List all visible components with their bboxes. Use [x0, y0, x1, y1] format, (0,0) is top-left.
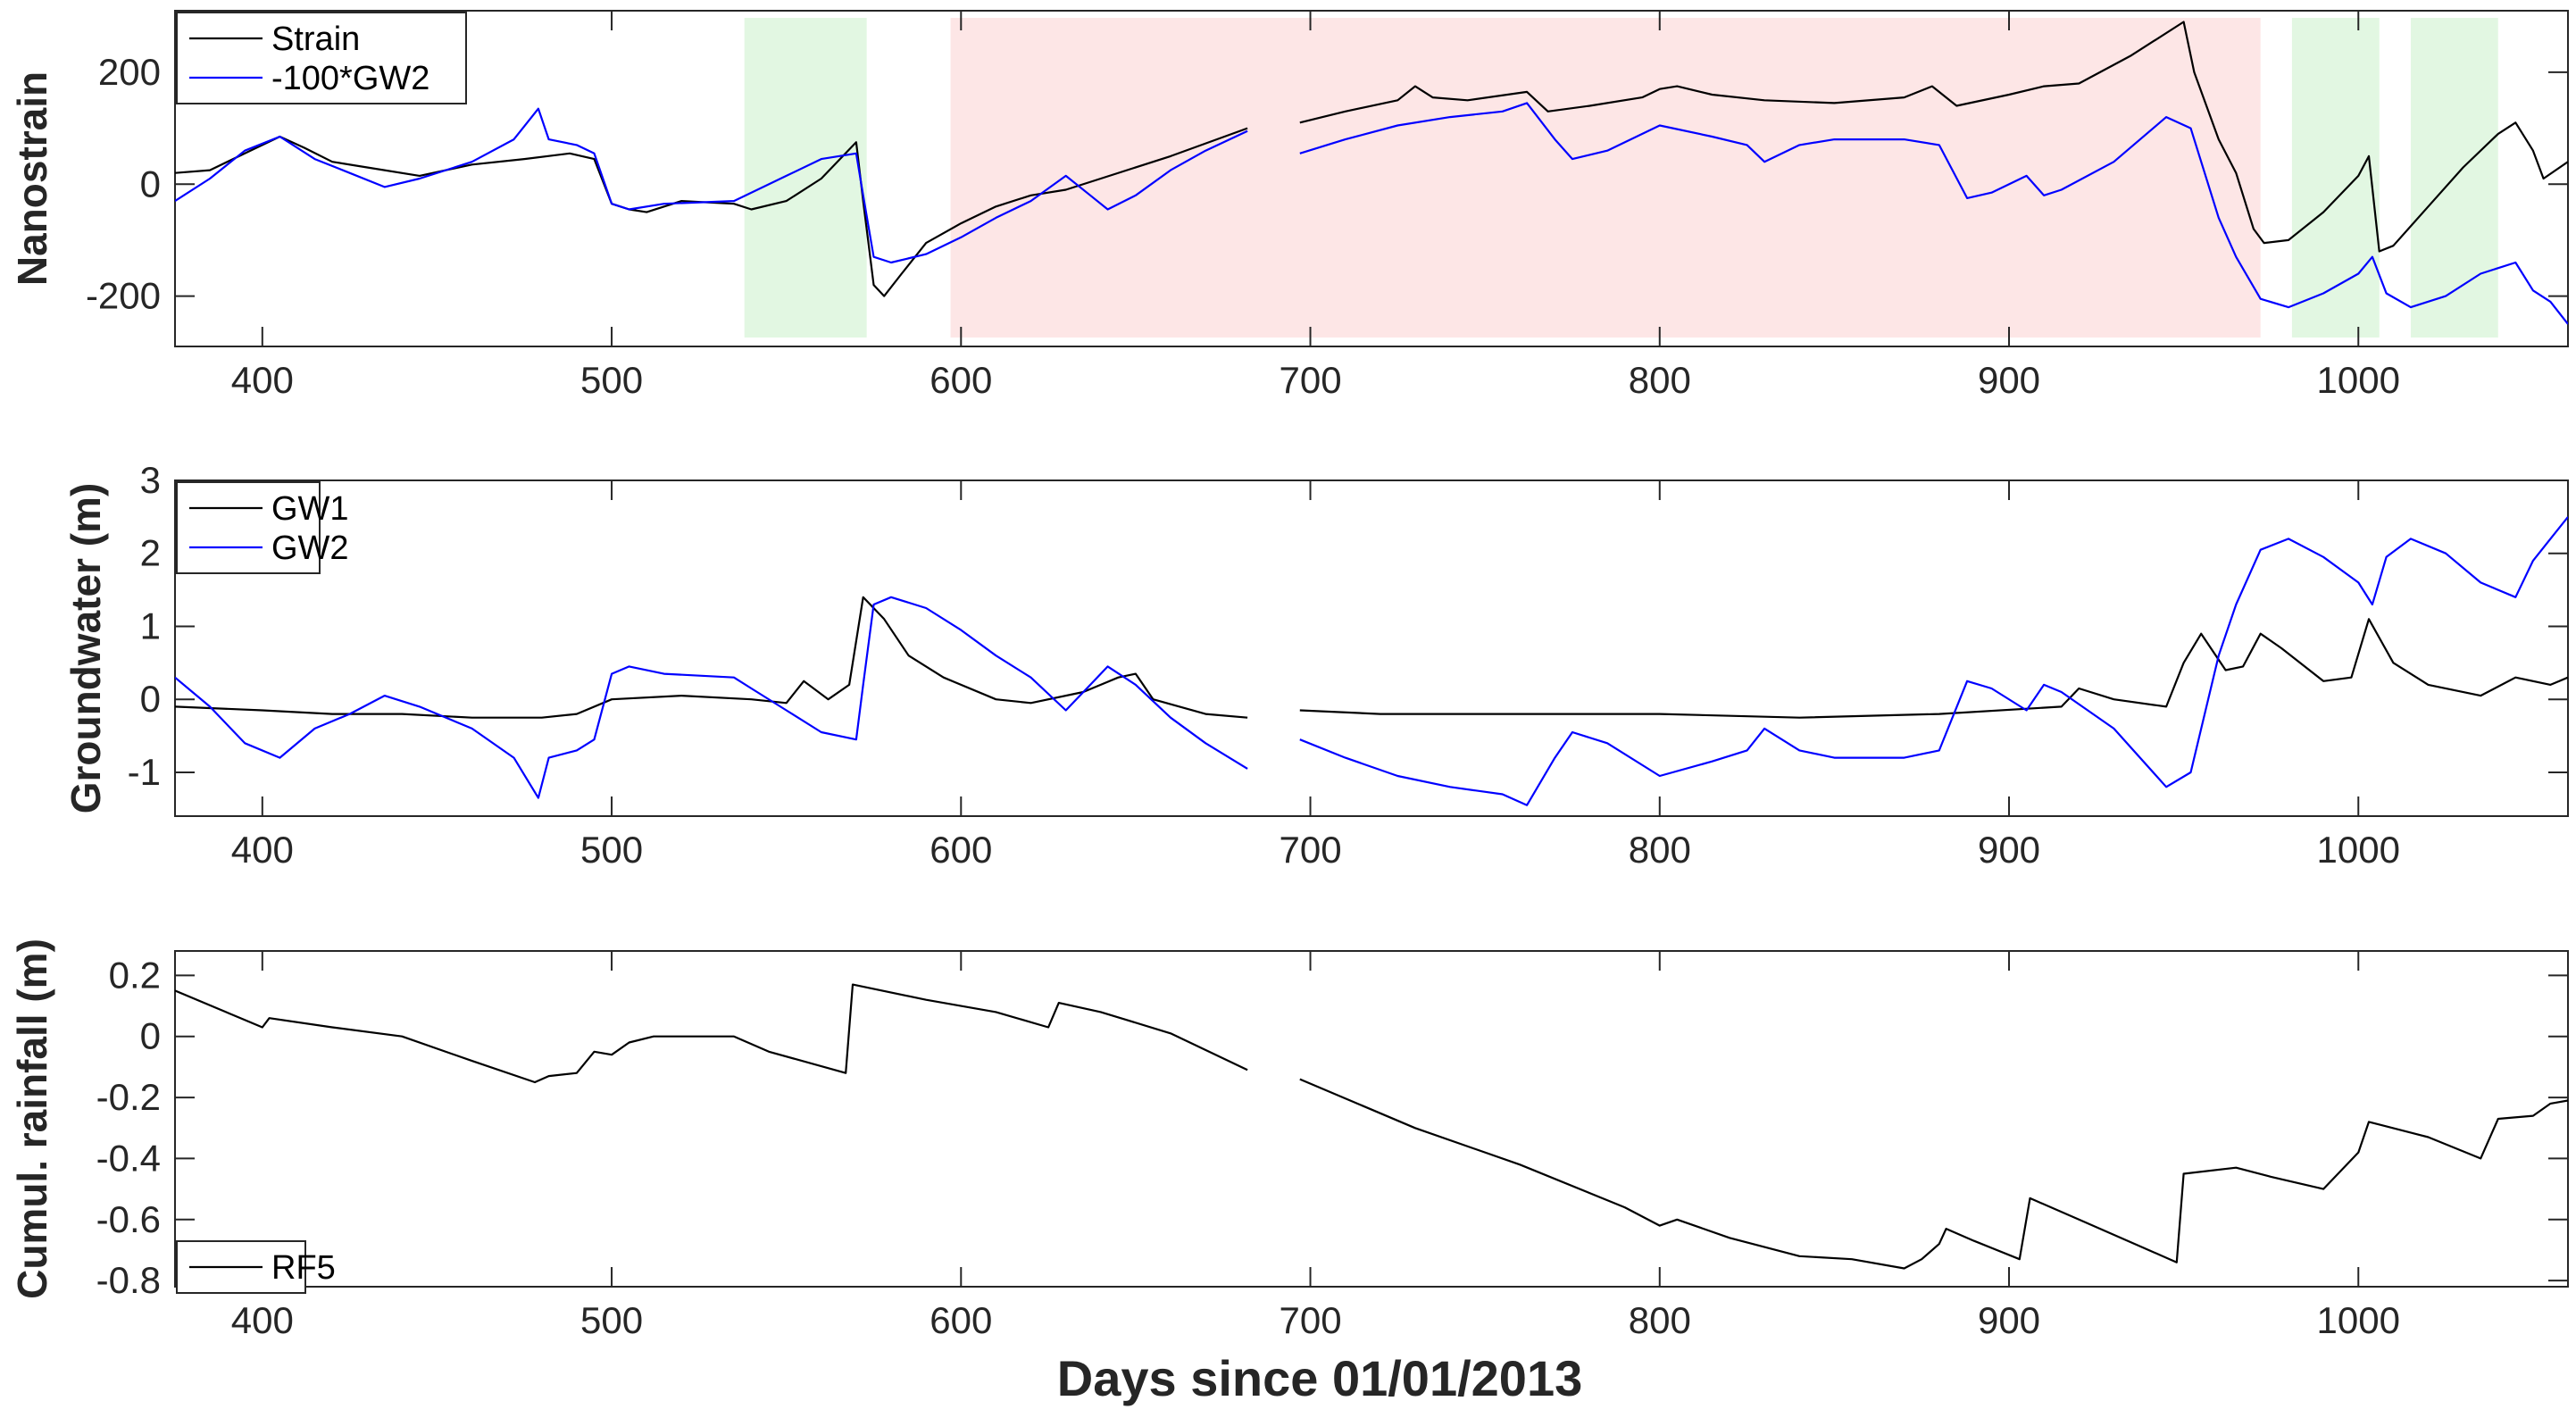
groundwater-xtick-label-700: 700 — [1279, 829, 1341, 871]
rainfall-ytick-label--0.6: -0.6 — [96, 1198, 161, 1240]
strain-xtick-label-500: 500 — [580, 359, 643, 401]
rainfall-series-rf5-segment-1 — [1300, 1080, 2568, 1269]
strain-ytick-label-0: 0 — [140, 163, 161, 204]
strain-legend: Strain-100*GW2 — [177, 13, 466, 104]
strain-xtick-label-400: 400 — [231, 359, 294, 401]
rainfall-panel: 400 500 600 700 800 900 1000 -0.8 -0.6 -0.4 -0.2 0 0… — [9, 938, 2568, 1341]
groundwater-ytick-label-1: 1 — [140, 605, 161, 646]
groundwater-series-group — [175, 517, 2568, 805]
rainfall-xtick-label-600: 600 — [930, 1299, 992, 1341]
groundwater-ylabel: Groundwater (m) — [63, 483, 109, 814]
rainfall-xtick-label-500: 500 — [580, 1299, 643, 1341]
strain-band-green-0 — [745, 18, 867, 338]
rainfall-xtick-label-900: 900 — [1978, 1299, 2040, 1341]
rainfall-ytick-label--0.4: -0.4 — [96, 1137, 161, 1179]
rainfall-ytick-label--0.8: -0.8 — [96, 1259, 161, 1301]
strain-panel: 400 500 600 700 800 900 1000 -200 0 200 Nanostrai… — [9, 11, 2568, 401]
groundwater-legend-label-1: GW2 — [271, 530, 349, 567]
shaded-bands — [745, 18, 2498, 338]
strain-xtick-label-900: 900 — [1978, 359, 2040, 401]
groundwater-xtick-label-1000: 1000 — [2317, 829, 2400, 871]
rainfall-xtick-label-800: 800 — [1629, 1299, 1691, 1341]
groundwater-legend-label-0: GW1 — [271, 490, 349, 528]
groundwater-panel: 400 500 600 700 800 900 1000 -1 0 1 2 3 Groundwater… — [63, 459, 2568, 871]
strain-ytick-label--200: -200 — [86, 275, 161, 317]
rainfall-legend-label-0: RF5 — [271, 1249, 336, 1287]
rainfall-axes-frame — [175, 951, 2568, 1287]
groundwater-series-gw1-segment-0 — [175, 597, 1247, 718]
rainfall-xtick-label-400: 400 — [231, 1299, 294, 1341]
groundwater-xtick-label-600: 600 — [930, 829, 992, 871]
groundwater-series-gw1-segment-1 — [1300, 619, 2568, 717]
groundwater-ytick-label--1: -1 — [128, 751, 161, 793]
strain-xtick-label-800: 800 — [1629, 359, 1691, 401]
groundwater-ytick-label-0: 0 — [140, 678, 161, 720]
figure-xlabel: Days since 01/01/2013 — [1057, 1350, 1582, 1406]
figure-canvas: 400 500 600 700 800 900 1000-2000200 Nanostrai… — [0, 0, 2576, 1426]
rainfall-xtick-label-700: 700 — [1279, 1299, 1341, 1341]
groundwater-ytick-label-3: 3 — [140, 459, 161, 501]
rainfall-ylabel: Cumul. rainfall (m) — [9, 938, 55, 1299]
strain-ylabel: Nanostrain — [9, 71, 55, 286]
strain-xtick-label-700: 700 — [1279, 359, 1341, 401]
strain-xtick-label-1000: 1000 — [2317, 359, 2400, 401]
rainfall-ytick-label--0.2: -0.2 — [96, 1076, 161, 1118]
strain-legend-label-1: -100*GW2 — [271, 60, 429, 97]
groundwater-series-gw2-segment-1 — [1300, 517, 2568, 805]
strain-band-red-1 — [951, 18, 2261, 338]
rainfall-series-group — [175, 985, 2568, 1269]
rainfall-xtick-label-1000: 1000 — [2317, 1299, 2400, 1341]
rainfall-ytick-label-0.2: 0.2 — [109, 954, 161, 996]
rainfall-legend: RF5 — [177, 1241, 336, 1293]
groundwater-ytick-label-2: 2 — [140, 532, 161, 574]
rainfall-ticks: 400 500 600 700 800 900 1000 -0.8 -0.6 -0.4 -0.2 0 0… — [96, 951, 2568, 1341]
groundwater-xtick-label-400: 400 — [231, 829, 294, 871]
groundwater-xtick-label-500: 500 — [580, 829, 643, 871]
groundwater-xtick-label-900: 900 — [1978, 829, 2040, 871]
strain-legend-label-0: Strain — [271, 21, 360, 58]
groundwater-xtick-label-800: 800 — [1629, 829, 1691, 871]
groundwater-ticks: 400 500 600 700 800 900 1000 -1 0 1 2 3 — [128, 459, 2568, 871]
strain-band-green-2 — [2292, 18, 2380, 338]
strain-xtick-label-600: 600 — [930, 359, 992, 401]
strain-ytick-label-200: 200 — [98, 51, 161, 93]
groundwater-axes-frame — [175, 480, 2568, 816]
rainfall-series-rf5-segment-0 — [175, 985, 1247, 1082]
rainfall-ytick-label-0: 0 — [140, 1015, 161, 1057]
